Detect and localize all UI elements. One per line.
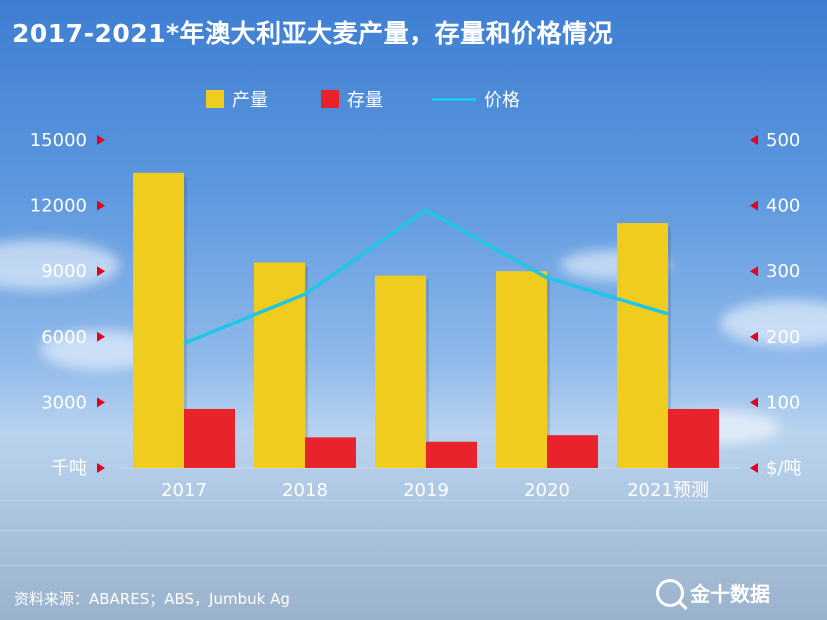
- right-axis-tick-marker: [750, 463, 758, 473]
- left-axis-tick-marker: [97, 266, 105, 277]
- chart-title: 2017-2021*年澳大利亚大麦产量，存量和价格情况: [12, 19, 614, 48]
- bar-stock: [668, 408, 719, 468]
- right-axis-tick-label: 500: [766, 130, 800, 151]
- right-axis-tick-marker: [750, 266, 758, 277]
- right-axis-tick-label: 200: [766, 327, 800, 348]
- floor-line: [0, 565, 827, 566]
- x-axis-tick-label: 2017: [161, 480, 207, 501]
- x-axis-tick-label: 2018: [282, 480, 328, 501]
- x-axis-tick-label: 2021预测: [627, 480, 709, 501]
- bar-production: [254, 262, 305, 468]
- right-axis-tick-marker: [750, 200, 758, 211]
- legend-item-stock: 存量: [321, 86, 383, 112]
- bar-stock: [305, 437, 356, 468]
- left-axis-unit-label: 千吨: [51, 458, 87, 479]
- legend-item-price: 价格: [432, 86, 520, 112]
- legend-label-price: 价格: [484, 90, 520, 111]
- right-axis-tick-label: 100: [766, 392, 800, 413]
- left-axis-tick-marker: [97, 331, 105, 342]
- left-axis-tick-marker: [97, 397, 105, 408]
- right-axis-tick-marker: [750, 331, 758, 342]
- right-axis-tick-label: 300: [766, 261, 800, 282]
- right-axis-tick-marker: [750, 397, 758, 408]
- x-axis-tick-label: 2019: [403, 480, 449, 501]
- source-note: 资料来源：ABARES；ABS，Jumbuk Ag: [14, 590, 290, 608]
- left-axis-tick-label: 6000: [41, 327, 87, 348]
- legend-label-production: 产量: [232, 90, 268, 111]
- right-axis-unit-label: $/吨: [766, 458, 802, 479]
- legend-swatch-production: [206, 90, 224, 108]
- bar-stock: [184, 408, 235, 468]
- brand-logo: 金十数据: [656, 578, 770, 607]
- left-axis-tick-label: 3000: [41, 392, 87, 413]
- legend-swatch-stock: [321, 90, 339, 108]
- left-axis-tick-label: 12000: [30, 196, 87, 217]
- cloud-decoration: [720, 300, 827, 346]
- brand-mark-icon: [656, 578, 684, 607]
- left-axis-tick-marker: [97, 135, 105, 145]
- left-axis-tick-label: 15000: [30, 130, 87, 151]
- legend-label-stock: 存量: [347, 90, 383, 111]
- left-axis-tick-label: 9000: [41, 261, 87, 282]
- floor-line: [0, 530, 827, 531]
- bar-production: [496, 271, 547, 468]
- bar-production: [133, 172, 184, 469]
- right-axis-tick-label: 400: [766, 196, 800, 217]
- floor-line: [0, 500, 827, 501]
- brand-name: 金十数据: [690, 582, 770, 606]
- left-axis-tick-marker: [97, 200, 105, 211]
- left-axis-tick-marker: [97, 463, 105, 473]
- legend-item-production: 产量: [206, 86, 268, 112]
- bar-production: [375, 275, 426, 468]
- x-axis-tick-label: 2020: [524, 480, 570, 501]
- bar-production: [617, 223, 668, 468]
- right-axis-tick-marker: [750, 135, 758, 145]
- bar-stock: [426, 441, 477, 468]
- price-line: [183, 208, 669, 345]
- legend-swatch-price: [432, 97, 476, 101]
- bar-stock: [547, 435, 598, 468]
